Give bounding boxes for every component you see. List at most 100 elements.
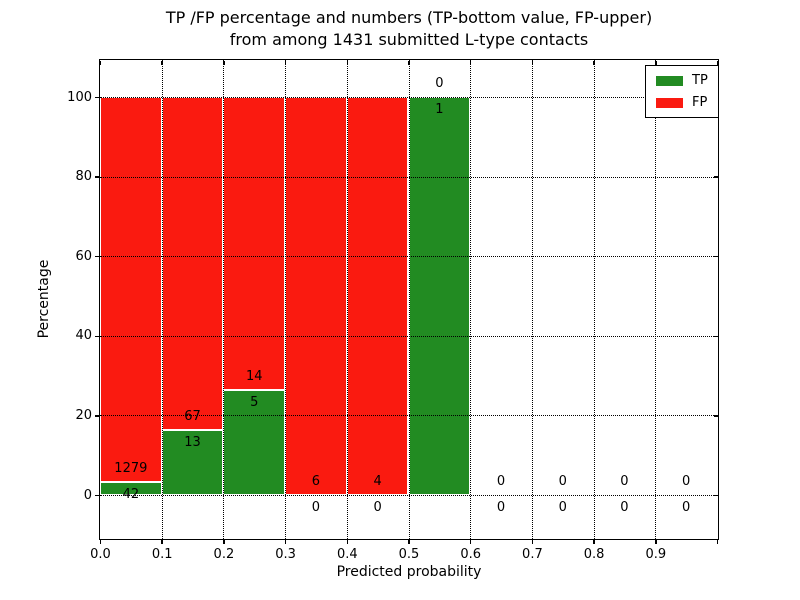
- fp-bar-segment: [346, 97, 409, 495]
- x-tick-label: 0.9: [645, 547, 667, 562]
- x-axis-tick: [99, 540, 102, 544]
- chart-title: TP /FP percentage and numbers (TP-bottom…: [99, 7, 719, 51]
- fp-count-label: 0: [435, 76, 444, 91]
- fp-bar-segment: [161, 97, 224, 431]
- tp-bar-segment: [223, 390, 286, 495]
- fp-count-label: 0: [496, 474, 506, 489]
- x-axis-tick-top: [346, 60, 349, 65]
- x-tick-label: 0.4: [336, 547, 358, 562]
- fp-bar-segment: [223, 97, 286, 391]
- x-axis-tick: [716, 540, 719, 544]
- y-axis-tick: [94, 415, 99, 417]
- tp-bar-segment: [161, 430, 224, 495]
- grid-line-horizontal: [100, 176, 718, 178]
- x-axis-tick: [223, 540, 225, 544]
- x-axis-tick-top: [99, 60, 102, 65]
- x-axis-tick-top: [469, 60, 472, 65]
- x-axis-tick: [469, 540, 472, 544]
- plot-area: TP FP 1279 42 67 13 14 5 6 0 4 0 0 1 0 0 0 0 0 0 0 0: [99, 59, 719, 540]
- x-axis-tick: [161, 540, 163, 544]
- x-axis-tick: [408, 540, 410, 544]
- x-axis-tick: [284, 540, 287, 544]
- y-axis-tick: [94, 335, 99, 338]
- y-axis-tick: [94, 96, 99, 99]
- x-axis-tick-top: [408, 60, 410, 65]
- fp-count-label: 0: [620, 474, 629, 489]
- tp-legend-label: TP: [692, 73, 708, 88]
- grid-line-horizontal: [100, 256, 718, 258]
- legend-item-tp: TP: [656, 73, 708, 88]
- x-axis-tick-top: [223, 60, 225, 65]
- tp-count-label: 13: [184, 435, 201, 451]
- x-axis-label: Predicted probability: [336, 564, 482, 580]
- grid-line-vertical: [161, 60, 163, 539]
- tp-bar-segment: [100, 482, 162, 495]
- fp-bar-segment: [100, 97, 162, 483]
- y-tick-label: 0: [83, 487, 92, 503]
- y-tick-label: 40: [75, 328, 92, 344]
- y-axis-tick-right: [713, 494, 718, 497]
- y-axis-tick: [94, 494, 99, 497]
- grid-line-vertical: [531, 60, 533, 539]
- fp-legend-swatch: [656, 97, 683, 108]
- x-axis-tick: [346, 540, 349, 544]
- fp-count-label: 0: [558, 474, 567, 489]
- tp-count-label: 0: [620, 500, 629, 515]
- x-axis-tick-top: [655, 60, 657, 65]
- x-tick-label: 0.6: [460, 547, 482, 562]
- x-tick-label: 0.3: [275, 547, 296, 562]
- fp-bar-segment: [285, 97, 347, 495]
- y-tick-label: 80: [75, 169, 92, 185]
- y-axis-tick-right: [713, 255, 718, 258]
- x-tick-label: 0.0: [90, 547, 111, 562]
- fp-count-label: 14: [245, 369, 263, 385]
- chart-title-line2: from among 1431 submitted L-type contact…: [229, 30, 589, 49]
- grid-line-horizontal: [100, 415, 718, 417]
- x-tick-label: 0.1: [151, 547, 173, 562]
- tp-count-label: 1: [435, 102, 444, 117]
- x-axis-tick: [531, 540, 534, 544]
- grid-line-vertical: [346, 60, 348, 539]
- y-axis-tick-right: [713, 335, 718, 338]
- tp-count-label: 0: [496, 500, 506, 515]
- y-tick-label: 100: [67, 89, 92, 105]
- tp-bar-segment: [408, 97, 471, 495]
- x-axis-tick-top: [716, 60, 719, 65]
- x-axis-tick: [593, 540, 595, 544]
- grid-line-vertical: [593, 60, 595, 539]
- fp-count-label: 67: [184, 409, 201, 425]
- fp-count-label: 0: [682, 474, 691, 489]
- tp-count-label: 42: [122, 487, 140, 503]
- grid-line-vertical: [408, 60, 410, 539]
- y-axis-tick-right: [713, 176, 718, 178]
- y-axis-tick-right: [713, 415, 718, 417]
- y-axis-label: Percentage: [36, 259, 52, 339]
- tp-count-label: 5: [250, 395, 259, 411]
- grid-line-vertical: [655, 60, 657, 539]
- chart-title-line1: TP /FP percentage and numbers (TP-bottom…: [165, 8, 653, 27]
- tp-count-label: 0: [682, 500, 691, 515]
- grid-line-horizontal: [100, 335, 718, 337]
- grid-line-vertical: [285, 60, 287, 539]
- tp-count-label: 0: [311, 500, 321, 515]
- y-tick-label: 20: [75, 407, 92, 423]
- y-axis-tick: [94, 176, 99, 178]
- x-tick-label: 0.5: [398, 547, 420, 562]
- x-tick-label: 0.2: [213, 547, 235, 562]
- x-tick-label: 0.7: [522, 547, 543, 562]
- x-axis-tick-top: [161, 60, 163, 65]
- fp-count-label: 1279: [114, 461, 148, 477]
- grid-line-vertical: [470, 60, 472, 539]
- y-axis-tick: [94, 255, 99, 258]
- fp-legend-label: FP: [692, 95, 708, 110]
- legend: TP FP: [645, 65, 719, 118]
- grid-line-vertical: [223, 60, 225, 539]
- x-axis-tick-top: [284, 60, 287, 65]
- tp-count-label: 0: [558, 500, 567, 515]
- x-axis-tick-top: [593, 60, 595, 65]
- tp-count-label: 0: [373, 500, 382, 515]
- fp-count-label: 6: [311, 474, 321, 489]
- x-axis-tick-top: [531, 60, 534, 65]
- legend-item-fp: FP: [656, 95, 708, 110]
